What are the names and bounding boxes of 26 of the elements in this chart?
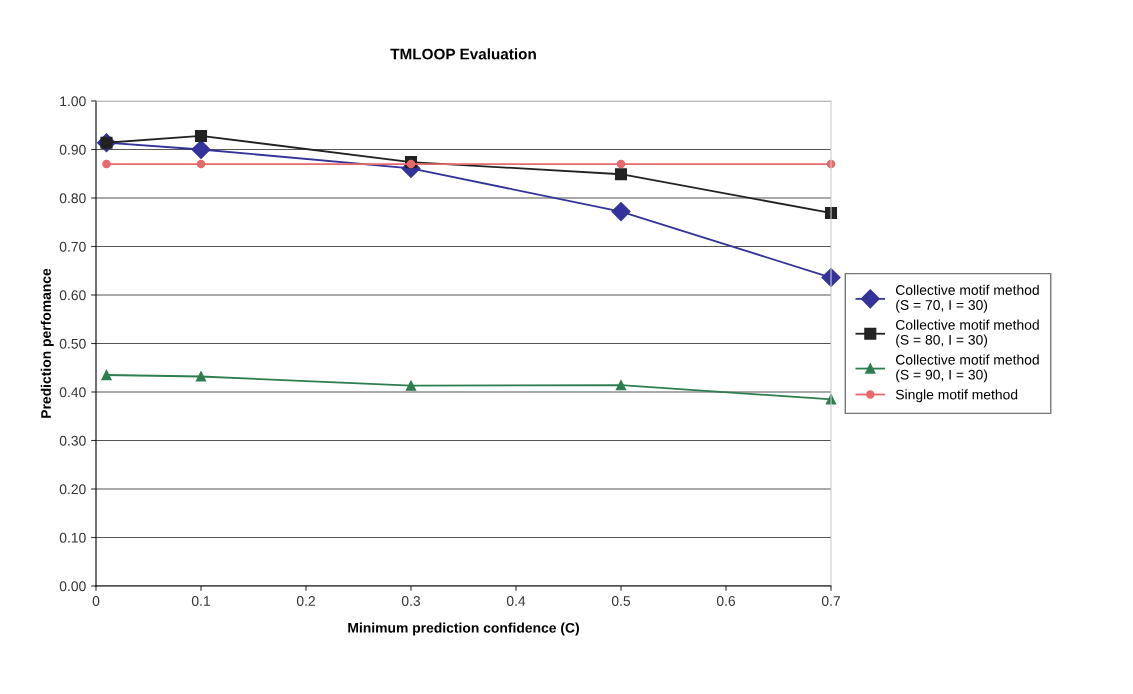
y-tick-label: 0.00 xyxy=(59,581,86,592)
legend-label: Single motif method xyxy=(895,389,1018,403)
y-tick-label: 0.30 xyxy=(59,435,86,446)
x-tick-label: 0.4 xyxy=(506,596,526,606)
y-tick-label: 0.40 xyxy=(59,387,86,398)
x-tick-label: 0.2 xyxy=(296,596,315,606)
y-tick-label: 0.80 xyxy=(59,193,86,204)
y-tick-label: 0.20 xyxy=(59,484,86,495)
x-tick-label: 0.7 xyxy=(821,596,840,606)
legend-label: Collective motif method (S = 80, I = 30) xyxy=(896,319,1039,348)
x-tick-label: 0.1 xyxy=(191,596,210,606)
y-tick-label: 0.70 xyxy=(59,241,86,252)
x-tick-label: 0.6 xyxy=(716,596,736,606)
legend-label: Collective motif method (S = 70, I = 30) xyxy=(896,284,1039,313)
x-tick-label: 0.3 xyxy=(401,596,421,606)
y-tick-label: 0.10 xyxy=(59,532,86,543)
chart-title: TMLOOP Evaluation xyxy=(390,48,536,60)
x-tick-label: 0 xyxy=(92,596,100,606)
y-axis-title: Prediction perfomance xyxy=(40,268,54,418)
x-tick-label: 0.5 xyxy=(611,596,631,606)
y-tick-label: 1.00 xyxy=(60,96,86,107)
x-axis-title: Minimum prediction confidence (C) xyxy=(348,622,579,636)
y-tick-label: 0.50 xyxy=(59,338,86,349)
legend-label: Collective motif method (S = 90, I = 30) xyxy=(896,354,1039,383)
y-tick-label: 0.60 xyxy=(59,290,86,301)
y-tick-label: 0.90 xyxy=(59,144,86,155)
